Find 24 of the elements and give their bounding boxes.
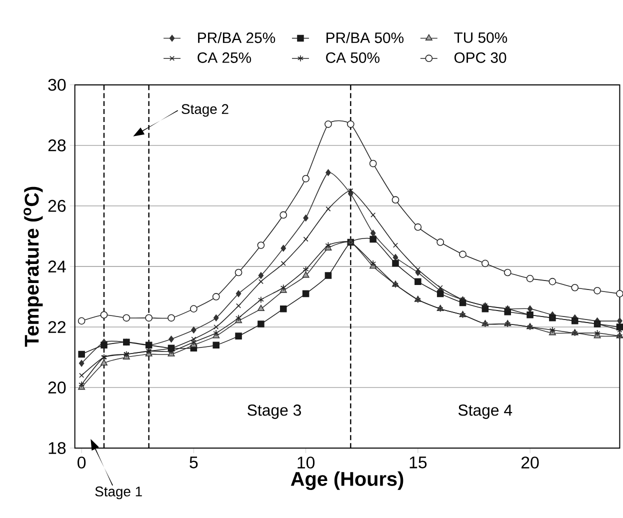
x-tick-label: 20 (521, 456, 539, 469)
legend-label: PR/BA 50% (326, 32, 404, 44)
legend-label: OPC 30 (454, 52, 506, 63)
legend-label: TU 50% (454, 32, 508, 43)
annotation: Stage 2 (182, 104, 228, 117)
legend-label: CA 50% (326, 52, 380, 63)
legend-label: PR/BA 25% (198, 32, 276, 44)
text: Stage 1 (95, 486, 142, 500)
x-axis-title: Age (Hours) (290, 471, 404, 490)
legend-label: CA 25% (198, 52, 252, 63)
y-tick-label: 18 (48, 442, 66, 454)
y-tick-label: 30 (48, 78, 66, 91)
x-tick-label: 15 (410, 456, 427, 468)
x-tick-label: 5 (190, 456, 198, 468)
y-tick-label: 22 (48, 321, 66, 333)
annotation: Stage 3 (248, 404, 301, 419)
y-axis-title: Temperature ($^{o}$C) (24, 186, 43, 347)
y-tick-label: 20 (48, 382, 66, 394)
x-tick-label: 0 (78, 456, 86, 469)
y-tick-label: 24 (48, 260, 66, 272)
x-tick-label: 10 (298, 456, 315, 469)
y-tick-label: 28 (48, 139, 66, 152)
y-tick-label: 26 (48, 200, 66, 212)
annotation: Stage 4 (458, 404, 512, 419)
